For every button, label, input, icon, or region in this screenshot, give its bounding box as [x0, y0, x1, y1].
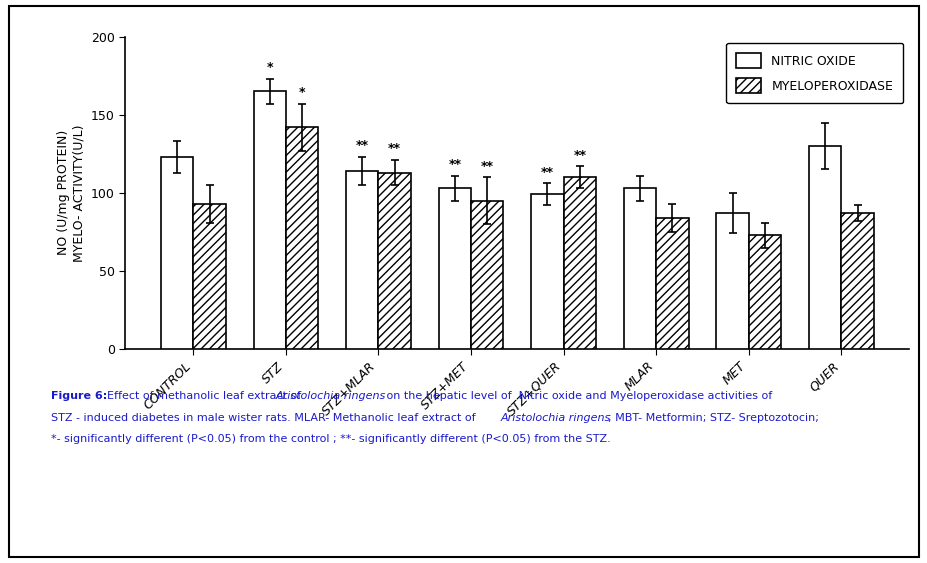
- Text: *- significantly different (P<0.05) from the control ; **- significantly differe: *- significantly different (P<0.05) from…: [51, 434, 610, 444]
- Bar: [623, 188, 655, 349]
- Bar: [160, 157, 193, 349]
- Text: **: **: [573, 149, 586, 162]
- Text: Aristolochia ringens: Aristolochia ringens: [500, 413, 610, 423]
- Bar: [378, 172, 411, 349]
- Bar: [253, 91, 286, 349]
- Bar: [841, 213, 873, 349]
- Y-axis label: NO (U/mg PROTEIN)
MYELO- ACTIVITY(U/L): NO (U/mg PROTEIN) MYELO- ACTIVITY(U/L): [57, 124, 85, 262]
- Text: Aristolochia ringens: Aristolochia ringens: [275, 391, 386, 401]
- Text: **: **: [355, 139, 368, 152]
- Bar: [530, 194, 563, 349]
- Bar: [193, 204, 225, 349]
- Text: Figure 6:: Figure 6:: [51, 391, 108, 401]
- Bar: [808, 146, 841, 349]
- Legend: NITRIC OXIDE, MYELOPEROXIDASE: NITRIC OXIDE, MYELOPEROXIDASE: [726, 43, 902, 104]
- Bar: [563, 177, 595, 349]
- Text: STZ - induced diabetes in male wister rats. MLAR- Methanolic leaf extract of: STZ - induced diabetes in male wister ra…: [51, 413, 478, 423]
- Text: Effect of methanolic leaf extract of: Effect of methanolic leaf extract of: [100, 391, 305, 401]
- Text: ; MBT- Metformin; STZ- Sreptozotocin;: ; MBT- Metformin; STZ- Sreptozotocin;: [607, 413, 818, 423]
- Bar: [346, 171, 378, 349]
- Text: **: **: [387, 142, 400, 155]
- Text: *: *: [266, 61, 273, 74]
- Bar: [438, 188, 471, 349]
- Bar: [471, 200, 503, 349]
- Bar: [286, 127, 318, 349]
- Bar: [655, 218, 688, 349]
- Text: on the hepatic level of  Nitric oxide and Myeloperoxidase activities of: on the hepatic level of Nitric oxide and…: [383, 391, 771, 401]
- Bar: [716, 213, 748, 349]
- Text: **: **: [540, 166, 553, 179]
- Text: **: **: [448, 158, 461, 171]
- Text: *: *: [298, 86, 305, 99]
- Text: **: **: [480, 159, 493, 172]
- Bar: [748, 235, 781, 349]
